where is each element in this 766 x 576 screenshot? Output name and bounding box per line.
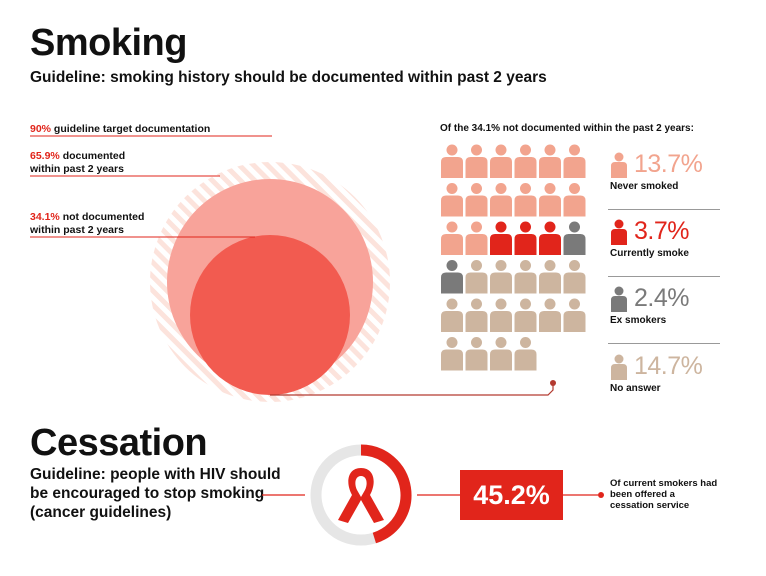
cessation-guideline: Guideline: people with HIV should be enc… (30, 466, 281, 521)
cessation-note: Of current smokers had been offered a ce… (610, 478, 718, 511)
target-text: guideline target documentation (51, 123, 211, 135)
connector-line (270, 384, 554, 396)
person-icon-never-smoked (465, 221, 488, 255)
person-icon-never-smoked (563, 183, 586, 217)
page-title: Smoking (30, 22, 187, 64)
breakdown-heading: Of the 34.1% not documented within the p… (440, 123, 694, 134)
documented-label: 65.9% documented within past 2 years (30, 150, 150, 176)
person-icon-no-answer (514, 337, 537, 371)
not-documented-pct: 34.1% (30, 211, 60, 223)
person-icon-currently-smoke (490, 221, 512, 255)
person-icon-no-answer (465, 298, 488, 332)
not-documented-circle (190, 235, 350, 395)
person-icon-never-smoked (490, 183, 512, 217)
person-icon-ex-smokers (563, 221, 586, 255)
person-icon-never-smoked (441, 221, 463, 255)
not-documented-text: not documented within past 2 years (30, 211, 145, 236)
person-icon-never-smoked (514, 183, 537, 217)
person-icon-never-smoked (465, 183, 488, 217)
person-icon-never-smoked (539, 144, 561, 178)
person-icon-never-smoked (441, 144, 463, 178)
cessation-value: 45.2% (473, 479, 550, 510)
person-icon-never-smoked (441, 183, 463, 217)
person-icon-no-answer (465, 260, 488, 294)
person-icon-no-answer (490, 298, 512, 332)
person-icon-never-smoked (563, 144, 586, 178)
person-icon-currently-smoke (514, 221, 537, 255)
person-icon-never-smoked (465, 144, 488, 178)
person-icon-no-answer (563, 260, 586, 294)
person-icon-no-answer (514, 298, 537, 332)
person-icon-no-answer (490, 260, 512, 294)
target-label: 90% guideline target documentation (30, 123, 210, 136)
person-icon-currently-smoke (539, 221, 561, 255)
person-icon-no-answer (539, 298, 561, 332)
person-icon-no-answer (441, 298, 463, 332)
person-icon-no-answer (563, 298, 586, 332)
connector-dot (550, 380, 556, 386)
not-documented-label: 34.1% not documented within past 2 years (30, 211, 150, 237)
person-icon-never-smoked (539, 183, 561, 217)
documented-pct: 65.9% (30, 150, 60, 162)
person-icon-no-answer (490, 337, 512, 371)
documented-text: documented within past 2 years (30, 150, 126, 175)
person-icon-no-answer (465, 337, 488, 371)
person-icon-no-answer (514, 260, 537, 294)
person-icon-no-answer (539, 260, 561, 294)
person-icon-never-smoked (490, 144, 512, 178)
awareness-ribbon-icon (338, 468, 384, 523)
person-icon-ex-smokers (441, 260, 463, 294)
target-pct: 90% (30, 123, 52, 135)
cessation-dot (598, 492, 604, 498)
cessation-value-box: 45.2% (460, 470, 563, 520)
person-icon-never-smoked (514, 144, 537, 178)
cessation-title: Cessation (30, 422, 208, 464)
page-subtitle: Guideline: smoking history should be doc… (30, 69, 547, 86)
person-icon-no-answer (441, 337, 463, 371)
cessation-ring-value (360, 444, 412, 544)
